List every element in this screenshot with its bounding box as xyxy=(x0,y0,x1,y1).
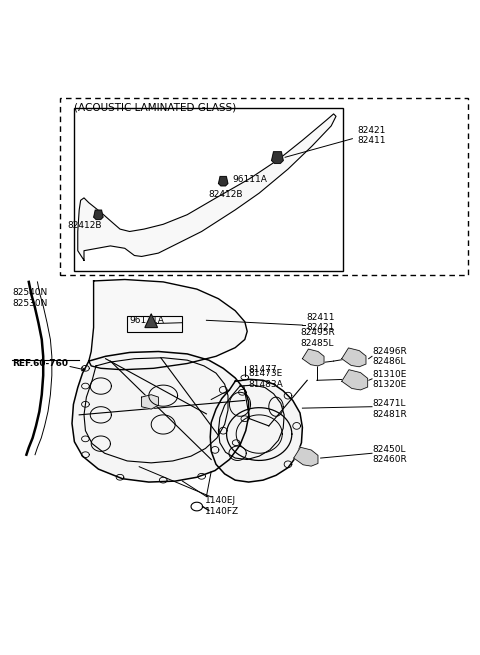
Text: 96111A: 96111A xyxy=(233,175,268,184)
Polygon shape xyxy=(342,348,366,367)
Text: 82495R
82485L: 82495R 82485L xyxy=(300,328,335,348)
Polygon shape xyxy=(94,210,103,219)
Text: REF.60-760: REF.60-760 xyxy=(12,359,68,367)
Polygon shape xyxy=(78,114,336,260)
Polygon shape xyxy=(218,177,228,186)
Polygon shape xyxy=(302,349,324,366)
Text: 81477: 81477 xyxy=(249,365,277,374)
Polygon shape xyxy=(142,395,158,409)
Text: 81310E
81320E: 81310E 81320E xyxy=(372,369,407,389)
Bar xyxy=(74,107,343,271)
Polygon shape xyxy=(145,314,157,328)
Text: 82412B: 82412B xyxy=(67,221,102,230)
Bar xyxy=(127,316,182,332)
Bar xyxy=(60,98,468,274)
Text: 81473E
81483A: 81473E 81483A xyxy=(249,369,283,388)
Text: 82421
82411: 82421 82411 xyxy=(358,126,386,145)
Text: (ACOUSTIC LAMINATED GLASS): (ACOUSTIC LAMINATED GLASS) xyxy=(74,103,237,113)
Text: 82471L
82481R: 82471L 82481R xyxy=(372,400,407,419)
Text: 82450L
82460R: 82450L 82460R xyxy=(372,445,407,464)
Text: 82540N
82530N: 82540N 82530N xyxy=(12,288,48,308)
Polygon shape xyxy=(210,379,302,482)
Text: 82496R
82486L: 82496R 82486L xyxy=(372,346,407,366)
Text: 96111A: 96111A xyxy=(130,316,165,325)
Text: 1140EJ
1140FZ: 1140EJ 1140FZ xyxy=(205,496,240,515)
Polygon shape xyxy=(272,152,283,163)
Polygon shape xyxy=(89,280,247,369)
Text: 82412B: 82412B xyxy=(209,190,243,198)
Polygon shape xyxy=(342,369,368,390)
Polygon shape xyxy=(72,352,249,482)
Polygon shape xyxy=(294,447,318,466)
Text: 82411
82421: 82411 82421 xyxy=(306,313,335,332)
